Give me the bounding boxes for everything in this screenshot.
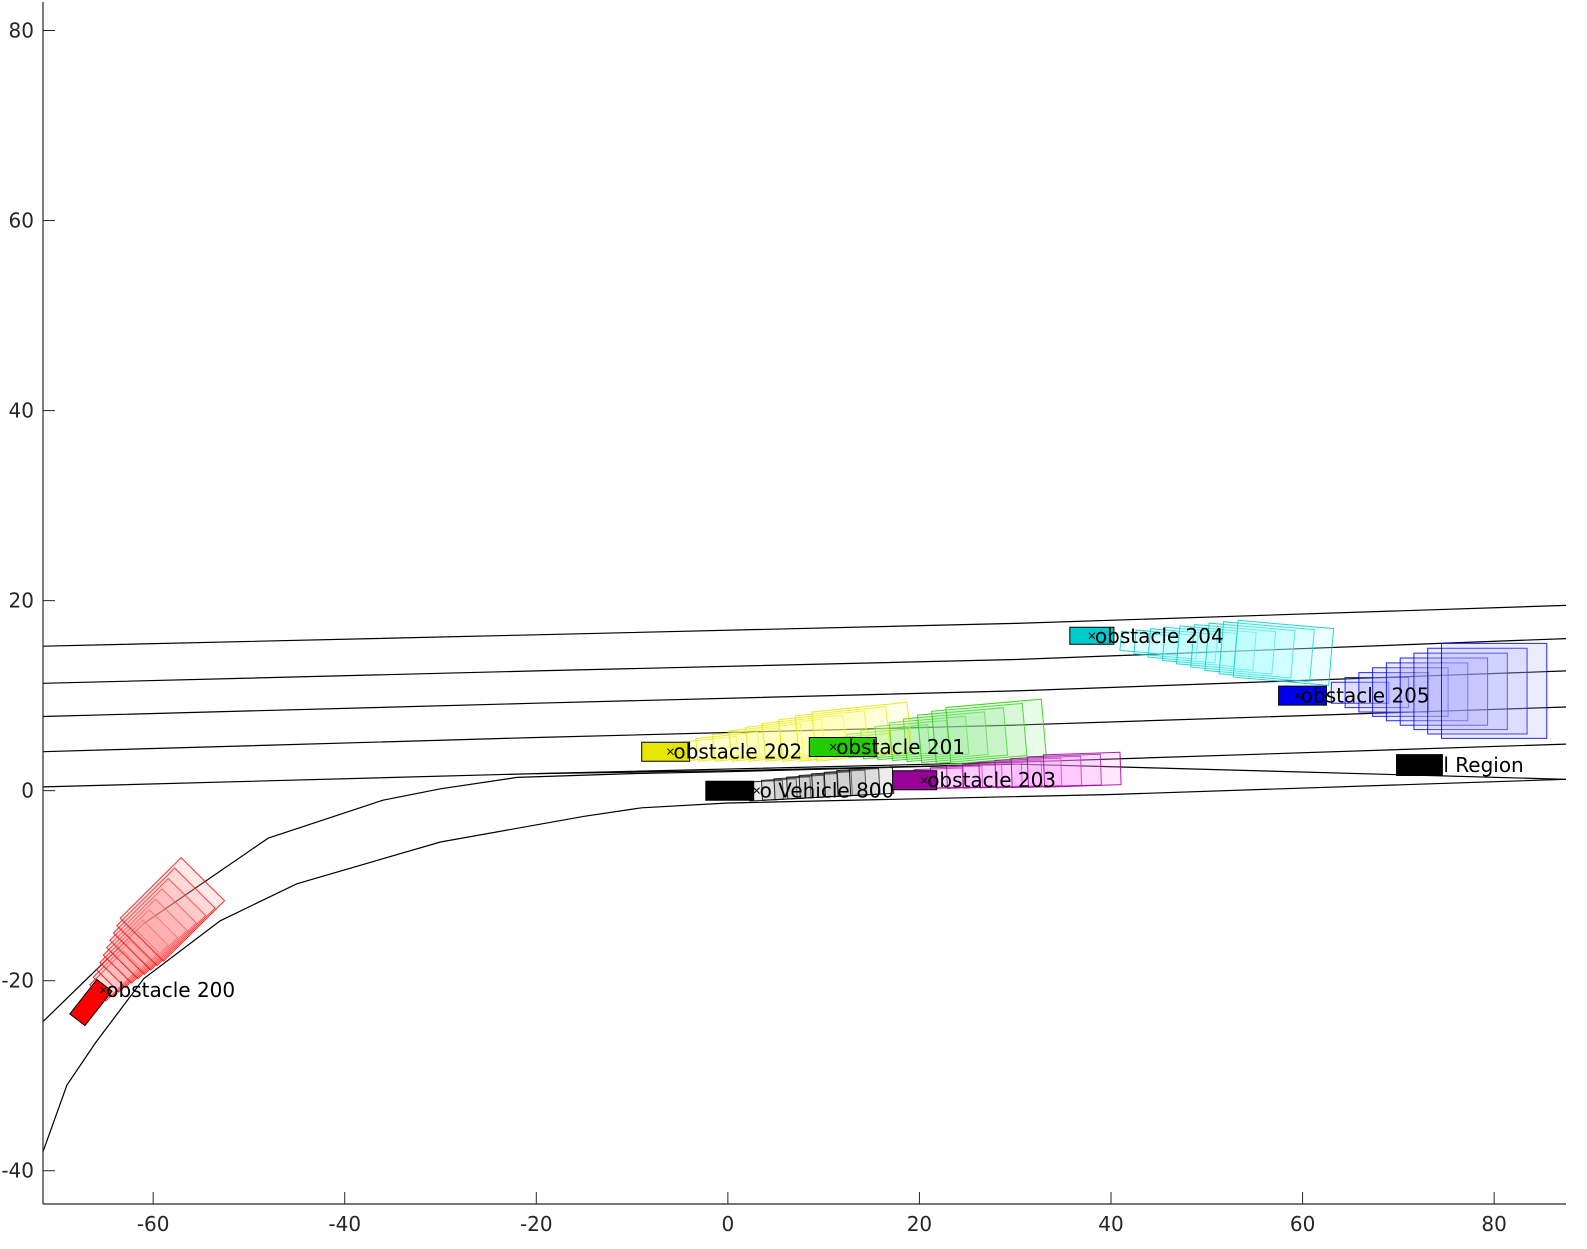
- occupancy-step: [902, 711, 989, 763]
- object-label: o Vehicle 800: [760, 779, 895, 803]
- occupancy-step: [962, 761, 1023, 789]
- road-line-0: [42, 604, 1567, 647]
- x-tick-label: -20: [520, 1212, 553, 1236]
- road-line-2: [42, 670, 1567, 718]
- y-tick-label: 60: [9, 209, 34, 233]
- object-marker: [1088, 632, 1096, 640]
- x-tick-label: -40: [328, 1212, 361, 1236]
- y-tick-label: -20: [1, 969, 34, 993]
- occupancy-step: [1010, 755, 1083, 789]
- occupancy-step: [760, 778, 798, 801]
- occupancy-step: [119, 856, 226, 962]
- occupancy-step: [1232, 619, 1335, 686]
- object-shape: [1396, 754, 1443, 776]
- object-marker: [753, 787, 760, 795]
- x-tick-label: -60: [137, 1212, 170, 1236]
- object-shapes: [69, 626, 1443, 1027]
- occupancy-step: [978, 759, 1043, 789]
- occupancy-step: [102, 908, 179, 984]
- occupancy-step: [95, 929, 160, 993]
- object-label: obstacle 200: [106, 978, 235, 1002]
- occupancy-step: [860, 724, 931, 760]
- occupancy-step: [888, 715, 970, 762]
- road-line-7: [42, 778, 1567, 1152]
- object-label: al Region: [1431, 753, 1524, 777]
- occupancy-step: [811, 771, 853, 799]
- occupancy-step: [1042, 751, 1122, 788]
- object-marker: [829, 743, 837, 751]
- x-tick-label: 40: [1098, 1212, 1123, 1236]
- object-marker: [920, 776, 928, 784]
- occupancy-step: [1147, 628, 1219, 664]
- occupancy-step: [773, 776, 812, 801]
- y-tick-label: 20: [9, 589, 34, 613]
- occupancy-step: [1026, 753, 1102, 788]
- occupancy-step: [1399, 657, 1489, 726]
- occupancy-step: [1344, 677, 1410, 709]
- y-tick-label: 0: [21, 779, 34, 803]
- occupancy-step: [1218, 621, 1315, 683]
- object-labels: obstacle 200 obstacle 201 obstacle 202 obst…: [106, 624, 1523, 1002]
- occupancy-step: [1358, 672, 1429, 713]
- object-shape: [705, 780, 755, 801]
- object-shape: [808, 737, 877, 757]
- occupancy-step: [823, 769, 867, 798]
- object-label: obstacle 201: [836, 735, 965, 759]
- occupancy-step: [1413, 652, 1508, 731]
- object-shape: [892, 770, 938, 791]
- y-tick-label: 80: [9, 19, 34, 43]
- object-marker: [99, 986, 107, 994]
- object-label: obstacle 205: [1301, 684, 1430, 708]
- x-tick-label: 0: [722, 1212, 735, 1236]
- y-tick-label: 40: [9, 399, 34, 423]
- object-shape: [1278, 685, 1327, 706]
- y-tick-label: -40: [1, 1159, 34, 1183]
- occupancy-step: [1441, 642, 1548, 739]
- occupancy-step: [1372, 667, 1449, 717]
- object-marker: [1294, 692, 1302, 699]
- object-label: obstacle 203: [927, 768, 1056, 792]
- object-label: obstacle 202: [673, 740, 802, 764]
- occupancy-step: [836, 767, 881, 797]
- object-shape: [641, 741, 691, 762]
- road-line-3: [42, 706, 1567, 753]
- occupancy-step: [1330, 681, 1390, 704]
- axes: -60 -40 -20 0 20 40 60 80 -40 -20 0 20 40 60 80: [1, 2, 1566, 1236]
- occupancy-step: [946, 763, 1003, 789]
- occupancy-step: [112, 877, 207, 971]
- occupancy-regions: [89, 619, 1548, 1002]
- occupancy-step: [1427, 647, 1528, 735]
- occupancy-step: [695, 731, 761, 762]
- x-tick-label: 80: [1481, 1212, 1506, 1236]
- x-tick-label: 20: [907, 1212, 932, 1236]
- occupancy-step: [931, 702, 1028, 764]
- object-marker: [667, 748, 674, 756]
- object-label: obstacle 204: [1095, 624, 1224, 648]
- road-line-4: [42, 743, 1567, 788]
- x-tick-label: 60: [1290, 1212, 1315, 1236]
- occupancy-step: [945, 698, 1047, 765]
- occupancy-step: [1190, 623, 1277, 675]
- occupancy-step: [116, 867, 216, 967]
- object-shape: [69, 978, 113, 1027]
- occupancy-step: [109, 888, 198, 976]
- road-line-1: [42, 638, 1567, 684]
